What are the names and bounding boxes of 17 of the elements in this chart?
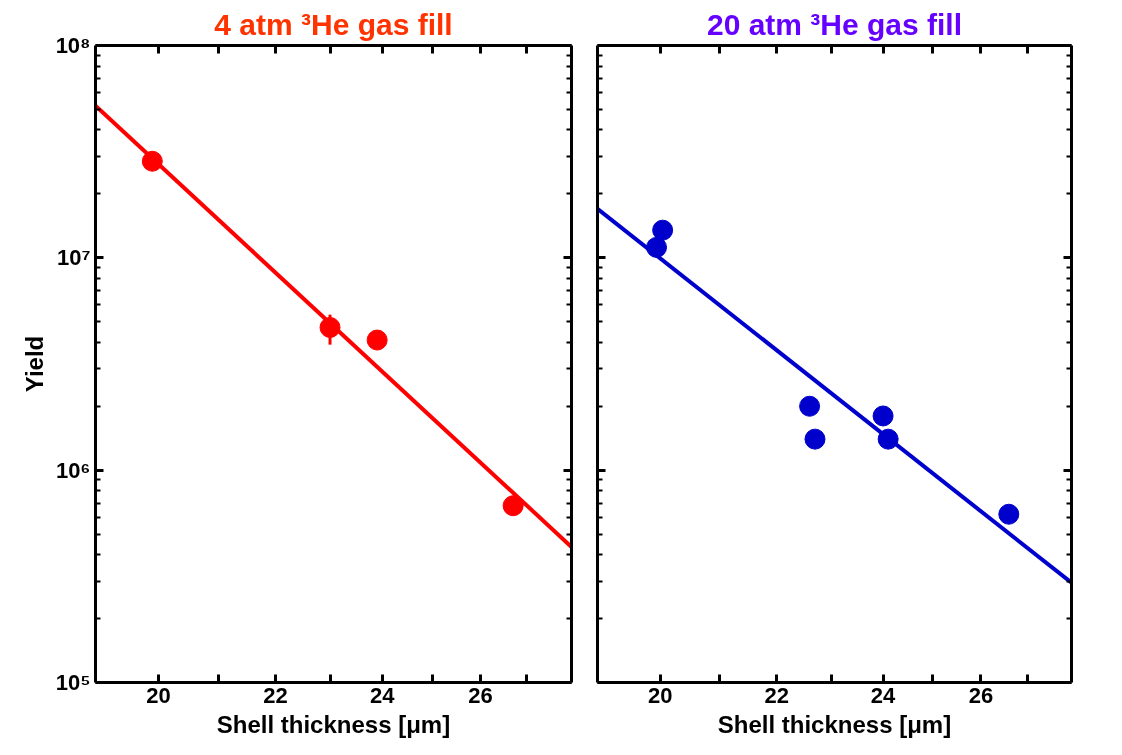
x-axis-title: Shell thickness [μm]	[717, 710, 952, 738]
x-tick-label: 22	[263, 682, 288, 708]
y-tick-label: 10⁶	[55, 457, 91, 483]
chart-title: 20 atm ³He gas fill	[706, 7, 963, 41]
x-tick-label: 20	[647, 682, 673, 708]
x-tick-label: 24	[370, 682, 396, 708]
x-tick-label: 24	[870, 682, 897, 708]
x-axis-title: Shell thickness [μm]	[216, 710, 451, 738]
x-tick-label: 20	[146, 682, 171, 708]
y-axis-title: Yield	[20, 335, 48, 393]
y-tick-label: 10⁵	[55, 670, 91, 695]
chart-title: 4 atm ³He gas fill	[214, 7, 453, 41]
y-tick-label: 10⁸	[55, 33, 91, 58]
x-tick-label: 26	[968, 682, 994, 708]
x-tick-label: 26	[468, 682, 493, 708]
x-tick-label: 22	[764, 682, 789, 708]
y-tick-label: 10⁷	[56, 245, 91, 271]
